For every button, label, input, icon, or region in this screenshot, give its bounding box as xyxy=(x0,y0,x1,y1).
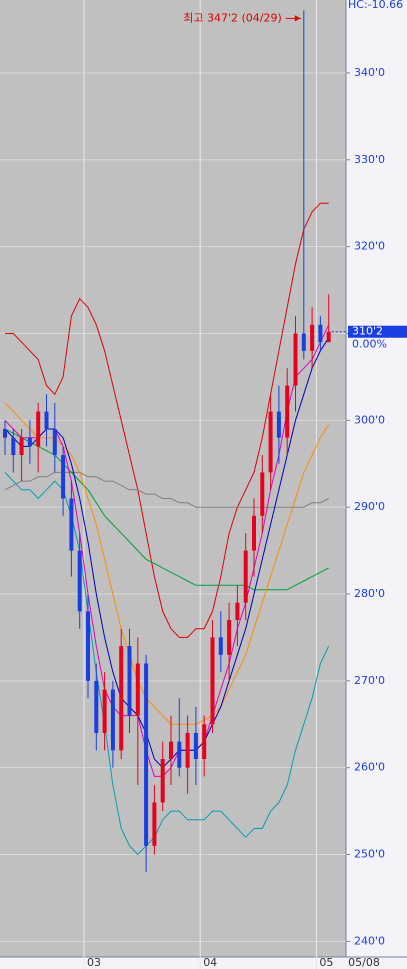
y-tick-label: 300'0 xyxy=(354,413,385,426)
y-tick-label: 340'0 xyxy=(354,66,385,79)
last-date: 05/08 xyxy=(348,956,380,969)
x-axis-panel xyxy=(0,957,407,969)
candle-body xyxy=(61,455,66,499)
last-price-label: 310'2 xyxy=(352,325,383,338)
candle-body xyxy=(94,680,99,733)
candle-body xyxy=(193,732,198,759)
indicator-line xyxy=(4,337,330,769)
y-tick-label: 290'0 xyxy=(354,500,385,513)
candle-body xyxy=(218,637,223,655)
indicator-line xyxy=(4,428,329,591)
plot-background xyxy=(0,0,346,957)
indicator-line xyxy=(5,202,329,638)
candle-body xyxy=(177,741,182,768)
candle-body xyxy=(227,620,232,655)
y-tick-label: 240'0 xyxy=(354,934,385,947)
candle-body xyxy=(243,550,248,603)
candle-body xyxy=(102,689,107,733)
candle-body xyxy=(160,759,165,803)
candle-body xyxy=(301,333,306,351)
candle-body xyxy=(110,689,115,751)
candle-body xyxy=(152,802,157,846)
x-tick-label: 05 xyxy=(319,956,333,969)
candle-body xyxy=(310,324,315,351)
last-change: 0.00% xyxy=(352,338,387,351)
candle-body xyxy=(11,437,16,456)
y-tick-label: 280'0 xyxy=(354,587,385,600)
candle-body xyxy=(293,333,298,386)
x-tick-label: 03 xyxy=(87,956,101,969)
candle-body xyxy=(144,663,149,846)
indicator-line xyxy=(4,402,330,725)
indicator-line xyxy=(4,324,330,777)
annotation: 최고 347'2 (04/29) xyxy=(183,11,282,24)
candle-body xyxy=(135,663,140,716)
candle-body xyxy=(169,741,173,759)
candle-body xyxy=(77,550,82,612)
candle-body xyxy=(44,411,49,429)
candle-body xyxy=(185,732,190,768)
y-tick-label: 330'0 xyxy=(354,153,385,166)
candle-body xyxy=(86,611,90,681)
chart-title: HC:-10.66 xyxy=(348,0,403,11)
candle-body xyxy=(127,646,132,716)
candle-body xyxy=(276,411,281,438)
y-tick-label: 250'0 xyxy=(354,848,385,861)
candle-body xyxy=(119,646,124,751)
candle-body xyxy=(210,637,215,725)
candle-body xyxy=(318,324,323,343)
candle-body xyxy=(52,429,57,456)
candle-body xyxy=(260,472,265,516)
y-tick-label: 270'0 xyxy=(354,674,385,687)
candle-body xyxy=(69,498,74,551)
y-tick-label: 320'0 xyxy=(354,240,385,253)
candle-body xyxy=(27,437,32,447)
indicator-line xyxy=(4,472,330,856)
candle-body xyxy=(268,411,273,473)
axis-panel xyxy=(346,0,407,957)
candle-body xyxy=(235,602,240,621)
candle-body xyxy=(285,385,290,438)
annotation-arrowhead xyxy=(294,15,301,22)
last-price-box xyxy=(348,325,407,338)
candle-body xyxy=(36,411,41,447)
candle-body xyxy=(252,515,256,551)
candle-body xyxy=(19,437,24,456)
candle-body xyxy=(326,331,331,343)
candle-body xyxy=(202,724,207,759)
x-tick-label: 04 xyxy=(203,956,217,969)
y-tick-label: 260'0 xyxy=(354,761,385,774)
candle-body xyxy=(3,429,7,438)
